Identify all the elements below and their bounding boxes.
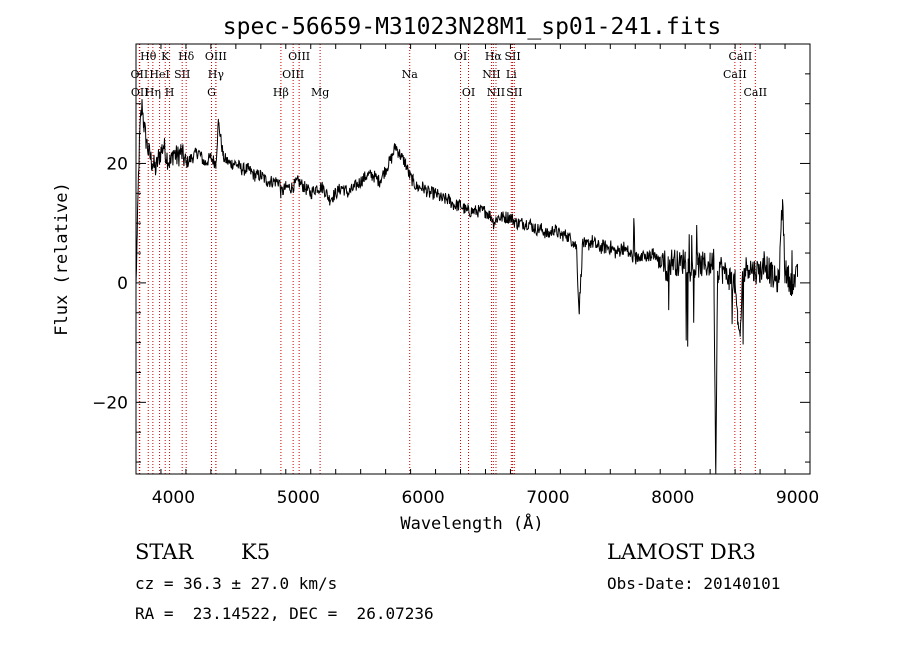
y-tick-label: 0 xyxy=(117,274,128,294)
x-tick-label: 5000 xyxy=(277,488,320,508)
line-label: Na xyxy=(402,68,419,81)
line-label: CaII xyxy=(723,68,747,81)
y-axis: −20 0 20 xyxy=(92,43,810,463)
x-tick-label: 9000 xyxy=(776,488,819,508)
line-label: OII xyxy=(131,86,149,99)
line-label: OI xyxy=(454,50,467,63)
line-label: Hη xyxy=(145,86,161,99)
x-tick-label: 8000 xyxy=(651,488,694,508)
plot-frame xyxy=(135,43,811,475)
line-label: SII xyxy=(506,86,522,99)
line-label: Hγ xyxy=(208,68,225,81)
redshift-value: cz = 36.3 ± 27.0 km/s xyxy=(135,574,338,593)
subclass: K5 xyxy=(241,540,271,564)
line-label: NII xyxy=(487,86,505,99)
line-label: CaII xyxy=(729,50,753,63)
object-class: STAR xyxy=(135,540,194,564)
line-label: SII xyxy=(504,50,520,63)
line-label: Hα xyxy=(485,50,503,63)
line-label: OII xyxy=(131,68,149,81)
line-label: CaII xyxy=(743,86,767,99)
line-label: NII xyxy=(482,68,500,81)
obs-date: Obs-Date: 20140101 xyxy=(607,574,781,593)
y-tick-label: 20 xyxy=(106,154,128,174)
coordinates: RA = 23.14522, DEC = 26.07236 xyxy=(135,604,434,623)
survey-name: LAMOST DR3 xyxy=(607,540,756,564)
x-tick-label: 7000 xyxy=(526,488,569,508)
line-label: HeI xyxy=(149,68,169,81)
line-label: Li xyxy=(506,68,517,81)
y-tick-label: −20 xyxy=(92,393,128,413)
line-label: G xyxy=(207,86,216,99)
line-label: OIII xyxy=(205,50,227,63)
line-label: Hβ xyxy=(273,86,289,99)
x-tick-label: 4000 xyxy=(152,488,195,508)
line-label: OI xyxy=(462,86,475,99)
line-label: H xyxy=(165,86,175,99)
x-tick-label: 6000 xyxy=(401,488,444,508)
line-label: SII xyxy=(174,68,190,81)
line-label: OIII xyxy=(282,68,304,81)
line-label: Hθ xyxy=(140,50,157,63)
line-label: OIII xyxy=(288,50,310,63)
spectrum-line xyxy=(135,99,798,475)
chart-title: spec-56659-M31023N28M1_sp01-241.fits xyxy=(223,14,722,40)
x-axis-label: Wavelength (Å) xyxy=(400,512,543,534)
line-label: Mg xyxy=(311,86,329,99)
y-axis-label: Flux (relative) xyxy=(52,182,72,336)
x-axis: 4000 5000 6000 7000 8000 9000 xyxy=(135,44,819,508)
line-label: Hδ xyxy=(178,50,195,63)
line-label: K xyxy=(161,50,170,63)
